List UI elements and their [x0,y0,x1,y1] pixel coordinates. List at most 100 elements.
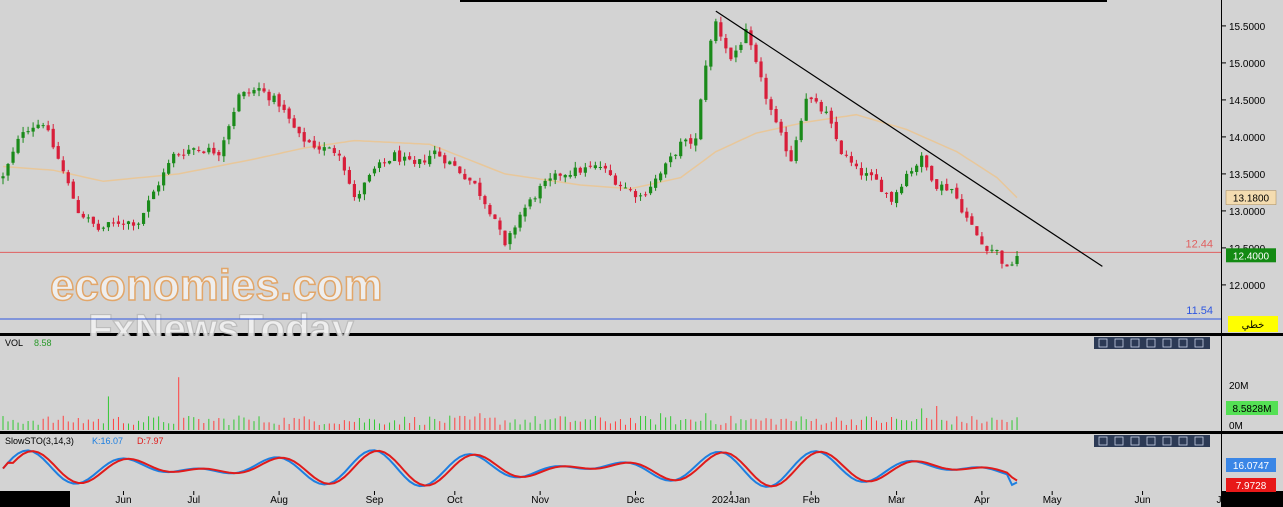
candle [799,118,803,143]
volume-bar [961,421,963,430]
volume-bar [228,425,230,430]
candle [247,88,251,97]
candle [905,170,909,188]
window-icon[interactable] [1114,436,1124,446]
move-up-icon[interactable] [1146,436,1156,446]
candle [538,183,542,204]
volume-bar [253,421,255,430]
candle [648,181,653,196]
candle [719,16,723,41]
candle [518,211,522,232]
candle [674,154,678,160]
candle [131,219,136,231]
volume-bar [283,417,285,430]
candle [654,174,658,191]
more-icon[interactable] [1194,436,1204,446]
volume-bar [273,423,275,430]
candle [357,190,362,202]
volume-bar [509,422,511,430]
candle [859,162,864,180]
candle [573,161,577,179]
volume-bar [715,424,717,430]
volume-bar [825,423,827,430]
volume-bar [203,423,205,430]
candle [177,152,181,157]
candle [152,189,156,200]
candle [849,151,853,167]
candle [21,126,25,143]
candle [879,176,884,193]
volume-bar [815,418,817,430]
candle [197,146,201,153]
volume-bar [740,419,742,430]
volume-bar [730,415,732,430]
volume-bar [931,419,933,430]
candle [367,173,372,183]
time-axis-label: Jun [115,495,131,506]
close-icon[interactable] [1098,436,1108,446]
volume-bar [670,416,672,430]
candle [232,107,236,130]
minimize-icon[interactable] [1130,436,1140,446]
volume-bar [519,424,521,430]
move-down-icon[interactable] [1162,338,1172,348]
candle [36,119,40,130]
candle [56,141,60,160]
level-blue-label: 11.54 [1186,305,1213,317]
move-up-icon[interactable] [1146,338,1156,348]
time-axis-label: Nov [531,495,549,506]
current-price-text: 12.4000 [1233,251,1270,262]
candle [945,178,949,192]
close-icon[interactable] [1098,338,1108,348]
chart-type-button[interactable]: خطي [1228,316,1278,332]
candle [488,203,492,217]
volume-bar [328,423,330,430]
volume-bar [7,421,9,430]
minimize-icon[interactable] [1130,338,1140,348]
candle [172,151,176,168]
candle [759,57,763,82]
candle [995,249,999,256]
volume-bar [218,418,220,430]
volume-bar [750,418,752,430]
volume-bar [22,423,24,430]
time-axis-label: Feb [803,495,821,506]
volume-bar [820,424,822,430]
candle [498,217,502,236]
settings-icon[interactable] [1178,338,1188,348]
volume-bar [42,418,44,430]
level-red-label: 12.44 [1185,238,1213,250]
candle [543,178,547,189]
move-down-icon[interactable] [1162,436,1172,446]
candle [975,226,979,236]
watermark-economies: economies.com [50,261,383,310]
settings-icon[interactable] [1178,436,1188,446]
volume-bar [82,423,84,430]
volume-current-text: 8.5828M [1233,404,1272,415]
volume-bar [223,418,225,430]
trendline[interactable] [715,10,1103,267]
volume-bar [981,423,983,430]
candle [468,177,472,185]
candle [192,147,196,156]
chart-type-button-label[interactable]: خطي [1242,320,1265,331]
volume-bar [911,421,913,430]
more-icon[interactable] [1194,338,1204,348]
volume-bar [650,419,652,430]
volume-bar [52,422,54,430]
candle [804,93,808,122]
volume-bar [514,419,516,430]
volume-bar [92,421,94,430]
candle [643,191,648,197]
candle [965,207,969,222]
volume-bar [268,422,270,430]
candle [894,189,899,208]
candle [257,82,261,97]
candle [915,163,919,176]
candle [106,222,111,232]
candle [779,119,783,136]
candle [1000,250,1004,269]
window-icon[interactable] [1114,338,1124,348]
candle [744,23,748,44]
volume-bar [87,419,89,430]
